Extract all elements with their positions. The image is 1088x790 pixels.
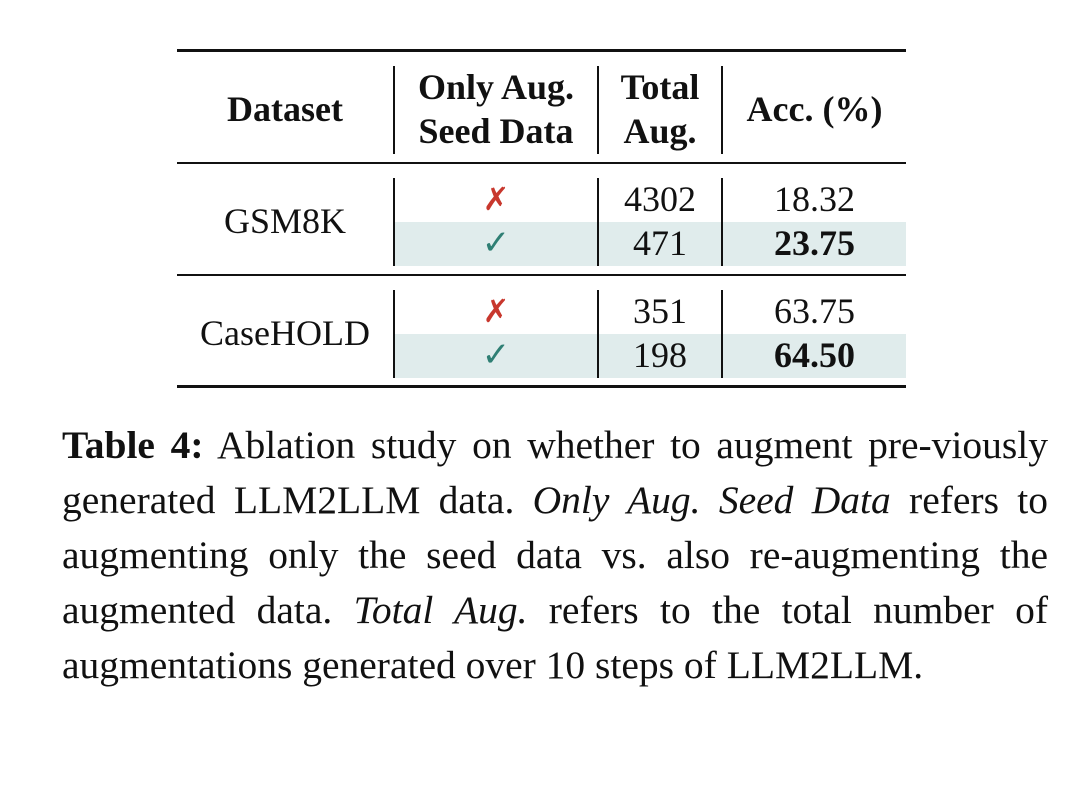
accuracy-cell-best: 64.50 (774, 335, 855, 375)
dataset-cell-gsm8k: GSM8K (223, 201, 347, 241)
group1-separator-3 (721, 178, 723, 266)
total-aug-cell: 198 (633, 335, 687, 375)
caption-text: Ablation study on whether to augment pre… (62, 423, 1048, 522)
group2-separator-2 (597, 290, 599, 378)
header-accuracy: Acc. (%) (746, 89, 883, 129)
header-separator-2 (597, 66, 599, 154)
accuracy-cell-best: 23.75 (774, 223, 855, 263)
cross-icon: ✗ (482, 292, 510, 330)
accuracy-cell: 63.75 (774, 291, 855, 331)
group1-separator-1 (393, 178, 395, 266)
table-caption: Table 4: Ablation study on whether to au… (62, 418, 1048, 693)
header-separator-3 (721, 66, 723, 154)
table-bottom-rule (177, 385, 906, 388)
check-icon: ✓ (481, 223, 511, 263)
total-aug-cell: 351 (633, 291, 687, 331)
row-highlight-casehold (394, 334, 906, 378)
table-top-rule (177, 49, 906, 52)
caption-term-only-aug: Only Aug. Seed Data (532, 478, 891, 522)
check-icon: ✓ (481, 335, 511, 375)
caption-term-total-aug: Total Aug. (353, 588, 528, 632)
table-header-rule (177, 162, 906, 164)
header-only-aug-line2: Seed Data (418, 111, 574, 151)
header-separator-1 (393, 66, 395, 154)
dataset-cell-casehold: CaseHOLD (200, 313, 370, 353)
group1-separator-2 (597, 178, 599, 266)
header-dataset: Dataset (227, 89, 343, 129)
header-total-line1: Total (620, 67, 700, 107)
caption-label: Table 4: (62, 423, 204, 467)
table-group-rule (177, 274, 906, 276)
total-aug-cell: 4302 (624, 179, 696, 219)
accuracy-cell: 18.32 (774, 179, 855, 219)
header-only-aug-line1: Only Aug. (417, 67, 575, 107)
cross-icon: ✗ (482, 180, 510, 218)
total-aug-cell: 471 (633, 223, 687, 263)
group2-separator-1 (393, 290, 395, 378)
group2-separator-3 (721, 290, 723, 378)
caption-text: refers to the total number of augmentati… (62, 588, 1048, 687)
header-total-line2: Aug. (623, 111, 697, 151)
caption-text: refers to augmenting only the seed data … (62, 478, 1048, 632)
row-highlight-gsm8k (394, 222, 906, 266)
